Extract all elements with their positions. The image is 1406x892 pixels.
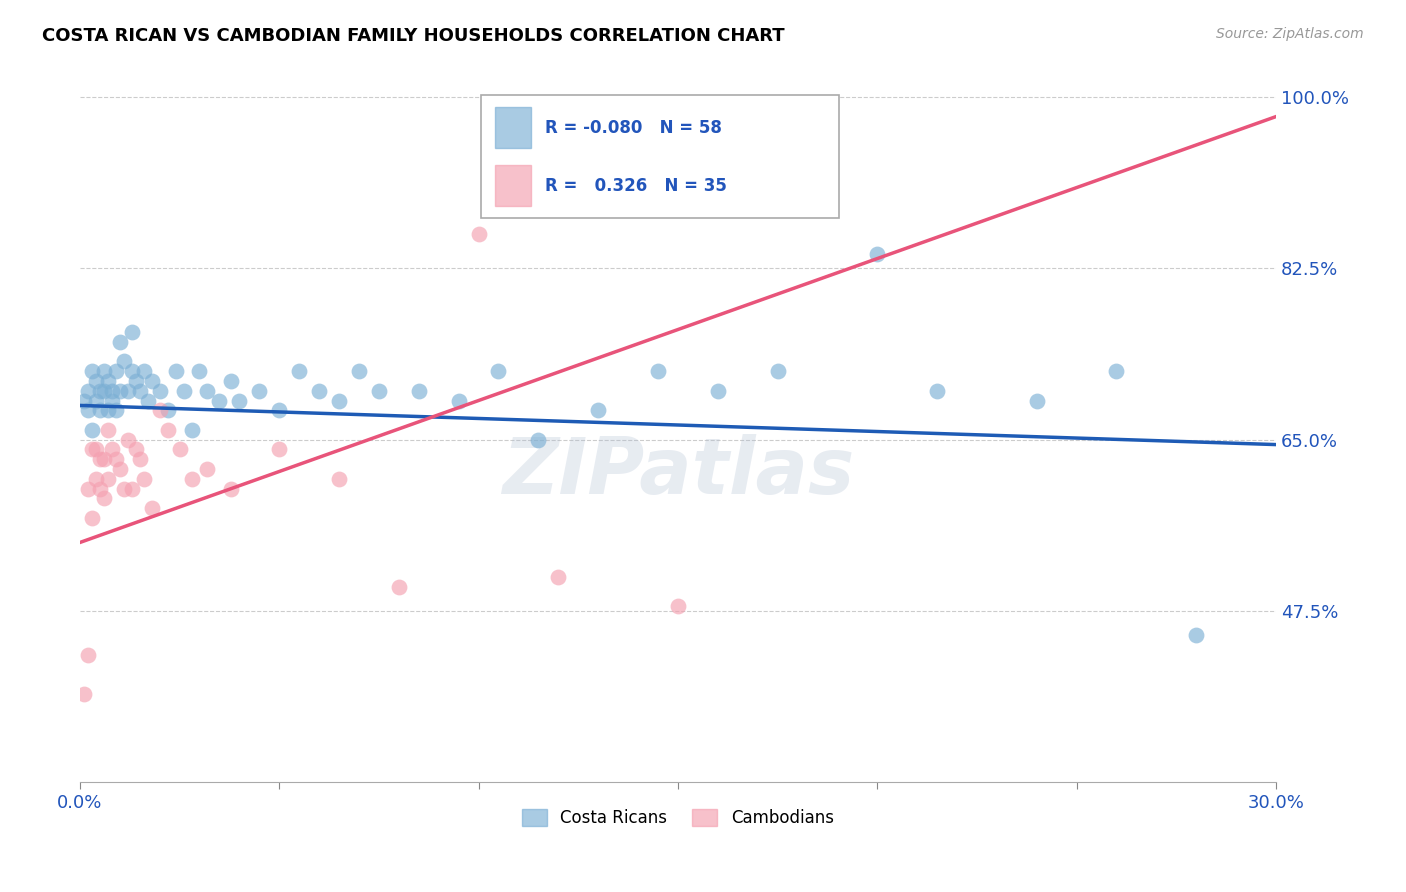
Point bbox=[93, 364, 115, 378]
Point bbox=[367, 384, 389, 398]
Point bbox=[707, 384, 730, 398]
Point bbox=[108, 384, 131, 398]
Point bbox=[188, 364, 211, 378]
Point bbox=[221, 482, 243, 496]
Point bbox=[149, 384, 172, 398]
Point bbox=[97, 423, 120, 437]
Point bbox=[408, 384, 430, 398]
Point bbox=[128, 452, 150, 467]
Point bbox=[269, 403, 291, 417]
Point bbox=[328, 393, 350, 408]
Point bbox=[104, 452, 127, 467]
Point bbox=[89, 403, 111, 417]
Point bbox=[93, 491, 115, 506]
Point bbox=[141, 374, 163, 388]
Point bbox=[76, 384, 98, 398]
Point bbox=[328, 472, 350, 486]
Point bbox=[180, 472, 202, 486]
Point bbox=[112, 354, 135, 368]
Point bbox=[76, 403, 98, 417]
Point bbox=[647, 364, 669, 378]
Point bbox=[128, 384, 150, 398]
Point bbox=[288, 364, 311, 378]
Point bbox=[76, 482, 98, 496]
Point bbox=[1105, 364, 1128, 378]
Point bbox=[80, 442, 103, 457]
Point bbox=[117, 433, 139, 447]
Point bbox=[100, 442, 122, 457]
Point bbox=[208, 393, 231, 408]
Point bbox=[97, 374, 120, 388]
Point bbox=[117, 384, 139, 398]
Point bbox=[136, 393, 159, 408]
Point bbox=[547, 570, 569, 584]
Point bbox=[925, 384, 948, 398]
Point bbox=[866, 246, 889, 260]
Point bbox=[73, 687, 96, 701]
Point bbox=[89, 452, 111, 467]
Point bbox=[100, 393, 122, 408]
Point bbox=[125, 374, 148, 388]
Point bbox=[108, 334, 131, 349]
Point bbox=[89, 482, 111, 496]
Point bbox=[89, 384, 111, 398]
Point bbox=[80, 511, 103, 525]
Point bbox=[165, 364, 187, 378]
Point bbox=[308, 384, 330, 398]
Point bbox=[149, 403, 172, 417]
Point bbox=[247, 384, 270, 398]
Point bbox=[1025, 393, 1047, 408]
Point bbox=[156, 403, 179, 417]
Point bbox=[169, 442, 191, 457]
Point bbox=[228, 393, 250, 408]
Point bbox=[447, 393, 470, 408]
Point bbox=[76, 648, 98, 662]
Point bbox=[125, 442, 148, 457]
Point bbox=[121, 325, 143, 339]
Point bbox=[173, 384, 195, 398]
Point bbox=[467, 227, 489, 241]
Point bbox=[104, 403, 127, 417]
Point bbox=[766, 364, 789, 378]
Point bbox=[121, 482, 143, 496]
Point bbox=[132, 364, 155, 378]
Text: COSTA RICAN VS CAMBODIAN FAMILY HOUSEHOLDS CORRELATION CHART: COSTA RICAN VS CAMBODIAN FAMILY HOUSEHOL… bbox=[42, 27, 785, 45]
Point bbox=[100, 384, 122, 398]
Point bbox=[347, 364, 370, 378]
Point bbox=[112, 482, 135, 496]
Point bbox=[80, 364, 103, 378]
Point bbox=[121, 364, 143, 378]
Point bbox=[388, 580, 411, 594]
Point bbox=[104, 364, 127, 378]
Point bbox=[586, 403, 609, 417]
Point bbox=[80, 423, 103, 437]
Point bbox=[97, 472, 120, 486]
Point bbox=[221, 374, 243, 388]
Point bbox=[197, 384, 219, 398]
Point bbox=[84, 393, 107, 408]
Text: ZIPatlas: ZIPatlas bbox=[502, 434, 853, 510]
Point bbox=[1185, 628, 1208, 642]
Point bbox=[141, 501, 163, 516]
Point bbox=[488, 364, 510, 378]
Point bbox=[97, 403, 120, 417]
Point bbox=[132, 472, 155, 486]
Point bbox=[197, 462, 219, 476]
Point bbox=[84, 374, 107, 388]
Point bbox=[180, 423, 202, 437]
Point bbox=[666, 599, 689, 614]
Point bbox=[93, 452, 115, 467]
Text: Source: ZipAtlas.com: Source: ZipAtlas.com bbox=[1216, 27, 1364, 41]
Point bbox=[108, 462, 131, 476]
Point bbox=[269, 442, 291, 457]
Legend: Costa Ricans, Cambodians: Costa Ricans, Cambodians bbox=[516, 803, 841, 834]
Point bbox=[93, 384, 115, 398]
Point bbox=[156, 423, 179, 437]
Point bbox=[84, 472, 107, 486]
Point bbox=[527, 433, 550, 447]
Point bbox=[84, 442, 107, 457]
Point bbox=[73, 393, 96, 408]
